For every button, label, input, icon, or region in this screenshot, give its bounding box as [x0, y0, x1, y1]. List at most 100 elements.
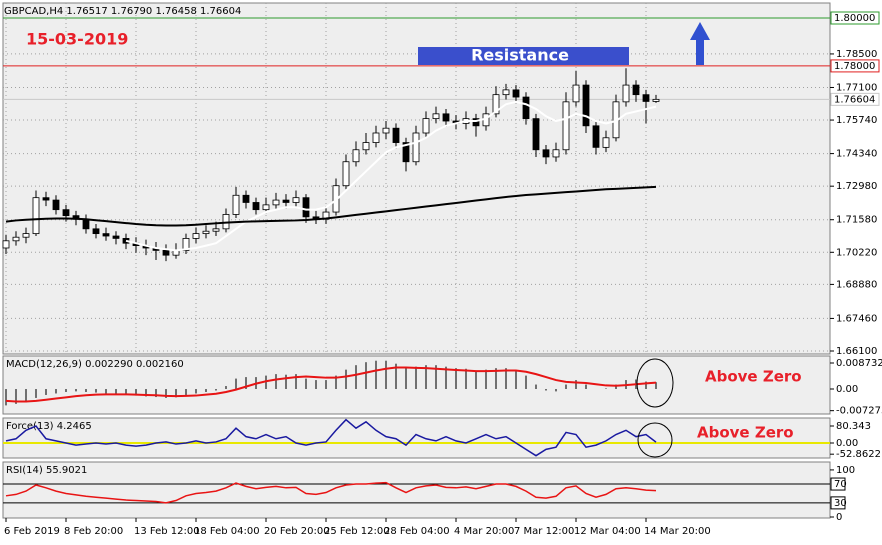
level-label: 1.78000 [834, 61, 875, 72]
y-tick-label: 80.343 [836, 421, 871, 432]
series-line [5, 185, 657, 227]
candle-body [162, 249, 170, 256]
y-tick-label: 100 [836, 465, 855, 476]
candle-body [32, 197, 40, 235]
candle-body [402, 142, 410, 163]
candle-body [512, 89, 520, 98]
y-tick-label: -0.007273 [836, 406, 882, 417]
candle-body [182, 238, 190, 251]
force-annotation: Above Zero [697, 424, 794, 442]
series-line [5, 418, 657, 457]
candle-body [372, 132, 380, 143]
candle-body [392, 127, 400, 143]
candle-body [422, 118, 430, 134]
x-tick-label: 14 Mar 20:00 [644, 526, 711, 537]
candle-body [562, 101, 570, 151]
candle-body [272, 199, 280, 206]
y-tick-label: 1.66100 [836, 346, 877, 357]
candle-body [622, 84, 630, 103]
x-tick-label: 8 Feb 20:00 [64, 526, 123, 537]
level-box [830, 11, 880, 25]
candle-body [592, 125, 600, 148]
candle-body [42, 197, 50, 201]
candle-body [552, 149, 560, 158]
level-box [830, 92, 880, 106]
macd-annotation: Above Zero [705, 368, 802, 386]
y-tick-label: 1.72980 [836, 181, 877, 192]
candle-body [342, 161, 350, 187]
candle-body [412, 132, 420, 163]
panel-title: RSI(14) 55.9021 [6, 465, 87, 476]
level-label: 70 [834, 479, 847, 490]
candle-body [82, 218, 90, 230]
candle-body [652, 98, 660, 102]
y-tick-label: 1.67460 [836, 313, 877, 324]
y-tick-label: 0.00 [836, 384, 858, 395]
candle-body [492, 94, 500, 115]
candle-body [382, 127, 390, 134]
y-tick-label: 1.70220 [836, 247, 877, 258]
candle-body [112, 235, 120, 239]
candle-body [62, 209, 70, 217]
force-circle [637, 422, 673, 458]
y-tick-label: 1.74340 [836, 149, 877, 160]
content: 1.78500 1.77100 1.75740 1.74340 1.72980 1.715… [2, 11, 882, 537]
candle-body [432, 113, 440, 120]
candle-body [362, 142, 370, 151]
candle-body [472, 118, 480, 127]
y-tick-label: 0 [836, 512, 842, 523]
series-line [125, 100, 657, 252]
candle-body [102, 233, 110, 237]
candle-body [192, 233, 200, 239]
candle-body [352, 149, 360, 163]
x-tick-label: 18 Feb 04:00 [194, 526, 260, 537]
level-box [830, 477, 846, 491]
level-label: 1.76604 [834, 94, 875, 105]
y-tick-label: 1.77100 [836, 82, 877, 93]
candle-body [292, 197, 300, 203]
y-tick-label: 0.008732 [836, 358, 882, 369]
panel [2, 461, 831, 519]
candle-body [282, 199, 290, 203]
chart-title: GBPCAD,H4 1.76517 1.76790 1.76458 1.7660… [4, 6, 241, 17]
y-tick-label: 1.78500 [836, 49, 877, 60]
y-tick-label: 1.71580 [836, 215, 877, 226]
x-tick-label: 7 Mar 12:00 [514, 526, 574, 537]
level-box [830, 59, 880, 73]
x-tick-label: 25 Feb 12:00 [324, 526, 390, 537]
candle-body [642, 94, 650, 102]
candle-body [602, 137, 610, 148]
candle-body [542, 149, 550, 158]
x-tick-label: 20 Feb 20:00 [264, 526, 330, 537]
x-tick-label: 6 Feb 2019 [4, 526, 60, 537]
x-tick-label: 13 Feb 12:00 [134, 526, 200, 537]
y-tick-label: 0.00 [836, 438, 858, 449]
candle-body [232, 194, 240, 215]
candle-body [522, 96, 530, 120]
candle-body [252, 202, 260, 211]
date-label: 15-03-2019 [26, 30, 128, 49]
candle-body [92, 228, 100, 235]
x-tick-label: 12 Mar 04:00 [574, 526, 641, 537]
panel-title: MACD(12,26,9) 0.002290 0.002160 [6, 359, 184, 370]
candle-body [442, 113, 450, 122]
resistance-label: Resistance [471, 46, 569, 65]
up-arrow [690, 22, 710, 65]
resistance-box [418, 47, 629, 65]
candle-body [212, 228, 220, 232]
panel [2, 417, 831, 459]
series-line [5, 366, 657, 403]
candle-body [632, 84, 640, 96]
candle-body [2, 240, 10, 249]
panel [2, 2, 831, 355]
candle-body [302, 197, 310, 218]
y-tick-label: 1.68880 [836, 279, 877, 290]
x-tick-label: 4 Mar 20:00 [454, 526, 514, 537]
level-box [830, 496, 846, 510]
candle-body [52, 199, 60, 211]
panel-title: Force(13) 4.2465 [6, 421, 92, 432]
candle-body [572, 84, 580, 103]
level-label: 30 [834, 498, 847, 509]
candle-body [262, 204, 270, 211]
